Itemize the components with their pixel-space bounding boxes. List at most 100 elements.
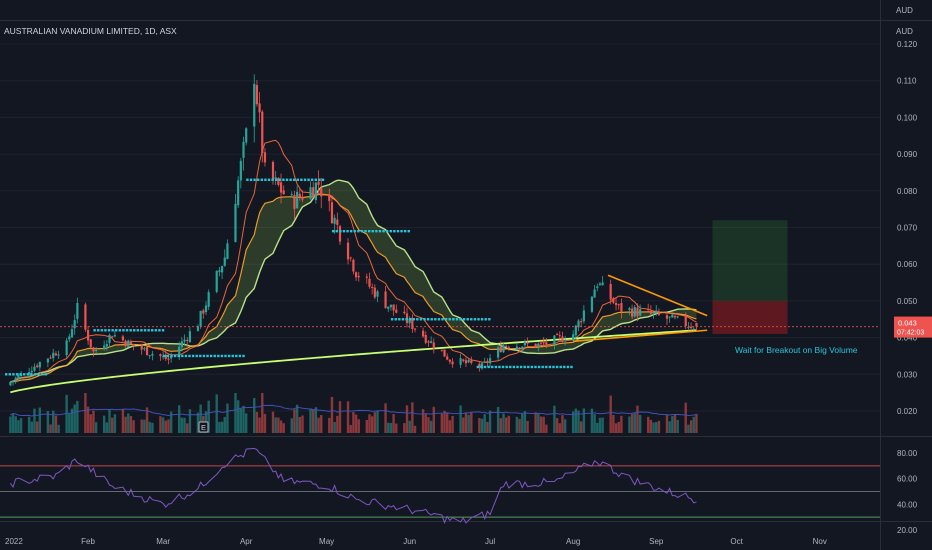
pivot-dots bbox=[5, 178, 573, 376]
rsi-scale[interactable]: 80.00 60.00 40.00 20.00 bbox=[897, 449, 918, 535]
candle-body bbox=[28, 372, 31, 375]
volume-bar bbox=[451, 415, 454, 433]
candle-body bbox=[234, 203, 237, 243]
volume-bar bbox=[432, 406, 435, 433]
candle-body bbox=[411, 317, 414, 330]
pivot-dot bbox=[140, 329, 143, 332]
volume-bar bbox=[169, 411, 173, 433]
candle-body bbox=[352, 259, 355, 272]
pivot-dot bbox=[419, 318, 423, 321]
volume-bar bbox=[178, 405, 181, 433]
pivot-dot bbox=[534, 365, 537, 369]
volume-bar bbox=[65, 394, 68, 433]
volume-bar bbox=[652, 422, 655, 433]
volume-bar bbox=[54, 415, 58, 433]
candle-body bbox=[204, 305, 208, 313]
price-tick-label: 0.120 bbox=[897, 40, 918, 49]
last-price-badge: 0.043 07:42:03 bbox=[894, 316, 932, 338]
volume-bar bbox=[245, 413, 248, 433]
candle-body bbox=[54, 353, 58, 356]
price-candles[interactable] bbox=[9, 74, 698, 387]
pivot-dot bbox=[257, 178, 260, 181]
pivot-dot bbox=[455, 318, 459, 321]
earnings-event-marker[interactable]: E bbox=[198, 421, 209, 433]
triangle-trendlines[interactable] bbox=[573, 274, 708, 343]
volume-bar bbox=[328, 417, 331, 433]
volume-bar bbox=[215, 394, 218, 433]
volume-bar bbox=[384, 403, 387, 433]
volume-bar bbox=[665, 414, 669, 433]
candle-body bbox=[580, 321, 583, 323]
candle-body bbox=[470, 360, 473, 364]
pivot-dot bbox=[151, 329, 154, 332]
candle-body bbox=[113, 335, 116, 337]
candle-body bbox=[601, 282, 604, 286]
volume-bar bbox=[523, 411, 527, 433]
candle-body bbox=[392, 304, 395, 311]
candle-body bbox=[196, 326, 200, 332]
pivot-dot bbox=[389, 229, 392, 233]
pivot-dot bbox=[136, 329, 140, 332]
volume-bar bbox=[188, 409, 192, 433]
volume-bar bbox=[459, 405, 462, 433]
candle-body bbox=[526, 342, 529, 344]
candle-body bbox=[446, 356, 449, 360]
long-position-tool[interactable] bbox=[712, 220, 788, 334]
rsi-tick-label: 20.00 bbox=[897, 526, 918, 535]
volume-bar bbox=[70, 408, 74, 433]
candle-body bbox=[365, 276, 368, 278]
volume-bar bbox=[601, 417, 604, 433]
candle-body bbox=[338, 226, 342, 242]
breakout-annotation[interactable]: Wait for Breakout on Big Volume bbox=[735, 345, 858, 355]
pivot-dot bbox=[484, 318, 487, 321]
candle-body bbox=[124, 340, 127, 347]
pivot-dot bbox=[8, 373, 11, 376]
volume-bar bbox=[504, 417, 508, 433]
pivot-dot bbox=[220, 354, 224, 358]
candle-body bbox=[17, 375, 20, 379]
pivot-dot bbox=[321, 178, 325, 181]
volume-bar bbox=[555, 418, 559, 433]
pivot-dot bbox=[375, 229, 378, 233]
time-tick-label: Feb bbox=[81, 537, 95, 546]
time-scale[interactable]: 2022 Feb Mar Apr May Jun Jul Aug Sep Oct Nov bbox=[5, 537, 827, 546]
volume-bar bbox=[668, 421, 671, 433]
candle-body bbox=[695, 322, 698, 327]
candle-body bbox=[395, 309, 398, 313]
volume-bar bbox=[312, 409, 315, 433]
volume-bar bbox=[73, 404, 76, 433]
pivot-dot bbox=[37, 373, 40, 376]
pivot-dot bbox=[227, 354, 231, 358]
time-tick-label: Sep bbox=[649, 537, 664, 546]
candle-body bbox=[523, 341, 527, 346]
candle-body bbox=[507, 347, 510, 349]
candle-body bbox=[9, 381, 12, 386]
pivot-dot bbox=[339, 229, 342, 233]
volume-bar bbox=[277, 417, 280, 433]
volume-bar bbox=[421, 409, 425, 433]
volume-bar bbox=[633, 413, 636, 433]
candle-body bbox=[167, 358, 170, 360]
candle-body bbox=[11, 380, 15, 382]
pivot-dot bbox=[118, 329, 122, 332]
price-scale[interactable]: 0.120 0.110 0.100 0.090 0.080 0.070 0.060 0.050… bbox=[897, 40, 918, 416]
pivot-dot bbox=[444, 318, 448, 321]
volume-bar bbox=[368, 414, 371, 433]
pivot-dot bbox=[30, 373, 33, 376]
candle-body bbox=[317, 181, 320, 185]
volume-bar bbox=[242, 405, 245, 433]
volume-bar bbox=[499, 418, 502, 433]
pivot-dot bbox=[426, 318, 430, 321]
candle-body bbox=[237, 180, 240, 206]
rsi-tick-label: 60.00 bbox=[897, 475, 918, 484]
volume-bar bbox=[159, 416, 162, 433]
pivot-dot bbox=[147, 329, 150, 332]
candle-body bbox=[577, 320, 580, 328]
candle-body bbox=[159, 354, 162, 357]
pivot-dot bbox=[527, 365, 530, 369]
pivot-dot bbox=[382, 229, 385, 233]
pivot-dot bbox=[346, 229, 349, 233]
candle-body bbox=[245, 128, 248, 143]
rsi-tick-label: 80.00 bbox=[897, 449, 918, 458]
